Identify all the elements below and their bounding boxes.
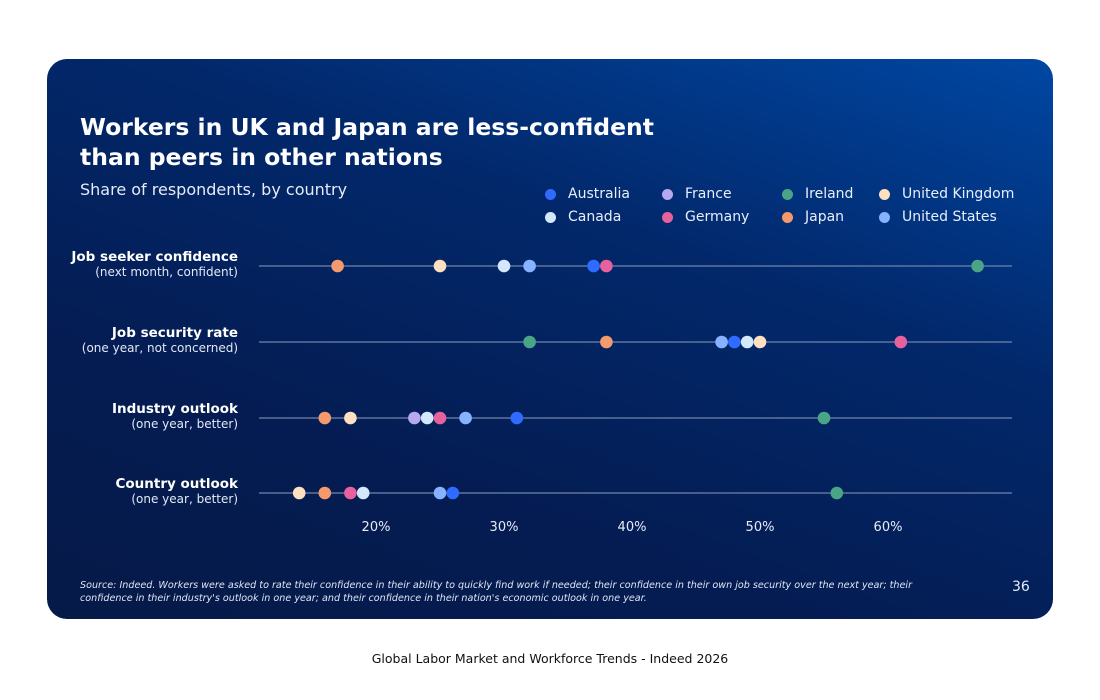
legend-label: France [685,186,732,202]
legend-swatch [782,211,793,223]
data-point-united-states [523,259,536,273]
data-point-japan [318,411,332,425]
row-label-sub: (one year, better) [131,492,238,506]
legend-item: United Kingdom [879,185,1019,203]
data-point-australia [510,411,524,425]
legend-swatch [782,188,793,200]
data-point-france [408,411,421,425]
legend-item: Canada [545,208,662,226]
data-point-germany [894,335,908,349]
x-tick-label: 20% [361,520,391,535]
data-point-japan [600,335,613,349]
legend-item: United States [879,208,1019,226]
data-point-united-states [433,486,447,500]
legend-swatch [545,188,556,200]
data-point-japan [318,486,332,500]
data-point-ireland [971,259,984,273]
legend-label: United Kingdom [902,186,1015,202]
data-point-ireland [817,411,831,425]
legend-swatch [662,188,673,200]
chart-card [47,59,1053,619]
data-point-canada [356,486,370,500]
legend-label: United States [902,209,997,225]
chart-title: Workers in UK and Japan are less-confide… [80,113,654,171]
data-point-japan [331,259,344,273]
row-label-main: Job seeker confidence [71,249,238,265]
legend-item: France [662,185,782,203]
row-label: Job security rate (one year, not concerne… [82,325,238,355]
data-point-united-states [459,411,472,425]
legend-swatch [879,188,890,200]
data-point-canada [740,335,754,349]
x-tick-label: 30% [489,520,519,535]
data-point-germany [344,486,357,500]
legend-swatch [662,211,673,223]
data-point-united-kingdom [292,486,306,500]
row-label: Industry outlook (one year, better) [112,401,238,431]
row-label-main: Job security rate [111,325,238,341]
legend-label: Canada [568,209,622,225]
row-label: Job seeker confidence (next month, confid… [71,249,238,279]
data-point-canada [497,259,511,273]
legend-item: Ireland [782,185,879,203]
data-point-ireland [523,335,536,349]
page-number: 36 [1012,579,1030,595]
x-tick-label: 40% [617,520,647,535]
legend-label: Japan [805,209,845,225]
data-point-australia [446,486,460,500]
legend-swatch [545,211,556,223]
row-label-sub: (next month, confident) [95,265,238,279]
data-point-ireland [830,486,844,500]
data-point-united-kingdom [753,335,767,349]
legend-item: Australia [545,185,662,203]
data-point-germany [600,259,613,273]
row-label-sub: (one year, not concerned) [81,341,238,355]
data-point-united-states [715,335,728,349]
legend: Australia France Ireland United Kingdom Cana… [545,185,1025,226]
data-point-united-kingdom [433,259,447,273]
data-point-australia [587,259,600,273]
data-point-germany [433,411,447,425]
legend-item: Japan [782,208,879,226]
footer-text: Global Labor Market and Workforce Trends… [371,651,729,666]
legend-label: Germany [685,209,750,225]
data-point-united-kingdom [344,411,357,425]
legend-label: Ireland [805,186,854,202]
row-label-sub: (one year, better) [131,417,238,431]
data-point-canada [420,411,434,425]
row-label: Country outlook (one year, better) [115,476,238,506]
x-tick-label: 60% [873,520,903,535]
legend-item: Germany [662,208,782,226]
row-label-main: Industry outlook [111,401,238,417]
chart-subtitle: Share of respondents, by country [80,180,348,199]
legend-swatch [879,211,890,223]
source-note: Source: Indeed. Workers were asked to ra… [80,580,913,604]
row-label-main: Country outlook [115,476,238,492]
data-point-australia [728,335,741,349]
legend-label: Australia [568,186,630,202]
x-tick-label: 50% [745,520,775,535]
